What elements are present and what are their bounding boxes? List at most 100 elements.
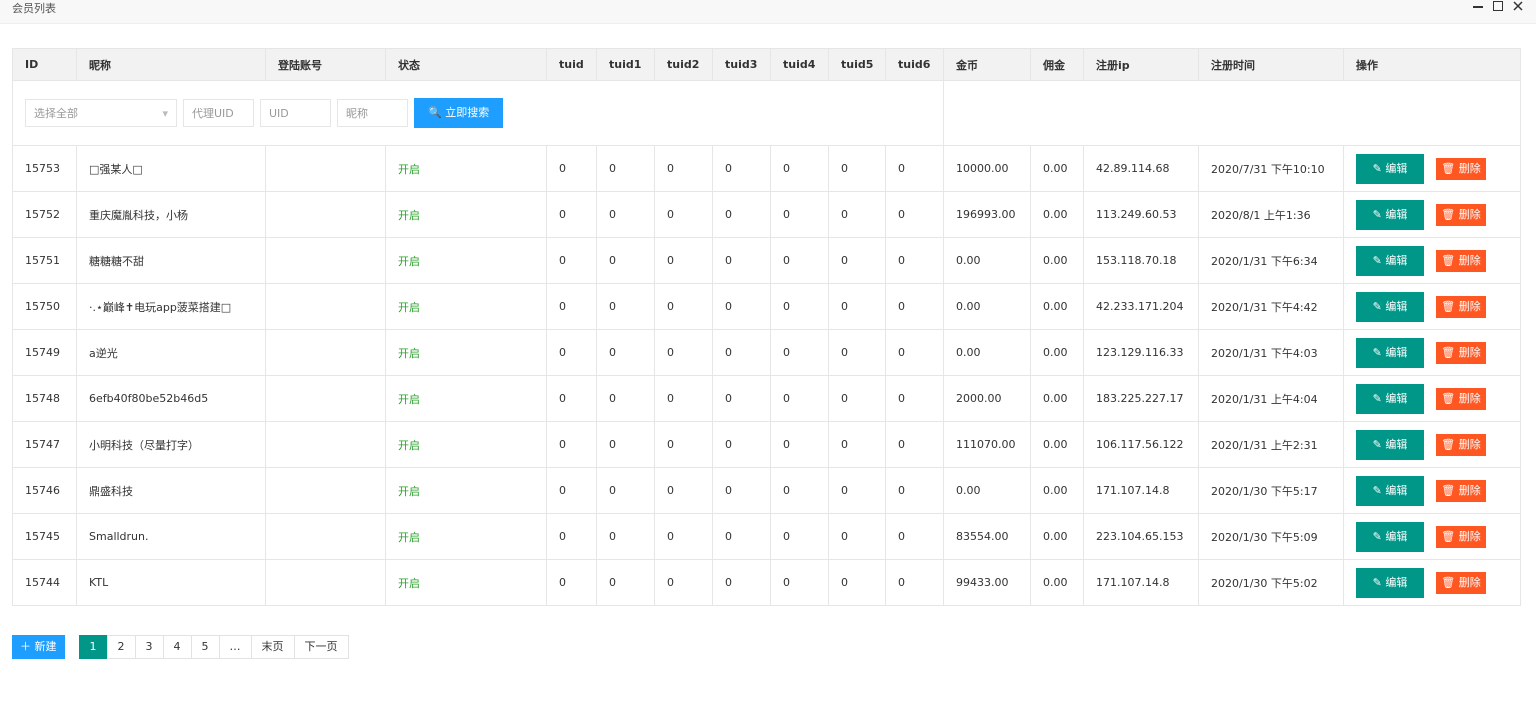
id-cell: 15746 <box>12 467 77 514</box>
page-button[interactable]: 4 <box>162 635 192 659</box>
actions-cell: ✎ 编辑 🗑 删除 <box>1343 375 1521 422</box>
id-cell: 15749 <box>12 329 77 376</box>
tuid-cell: 0 <box>770 467 829 514</box>
ip-cell: 123.129.116.33 <box>1083 329 1199 376</box>
tuid-cell: 0 <box>828 421 886 468</box>
edit-text: 编辑 <box>1385 161 1408 175</box>
search-text: 立即搜索 <box>445 106 490 119</box>
gold-cell: 10000.00 <box>943 145 1031 192</box>
tuid-cell: 0 <box>828 375 886 422</box>
data-row: 15752 重庆魔胤科技，小杨 开启 0 0 0 0 0 0 0 196993.00 0.00 113.… <box>12 191 1521 238</box>
edit-text: 编辑 <box>1385 529 1408 543</box>
tuid-cell: 0 <box>546 191 597 238</box>
nickname-input[interactable]: 昵称 <box>337 99 408 127</box>
tuid-cell: 0 <box>770 145 829 192</box>
tuid-cell: 0 <box>770 375 829 422</box>
maximize[interactable] <box>1492 0 1504 12</box>
uid-input[interactable]: UID <box>260 99 331 127</box>
delete-button[interactable]: 🗑 删除 <box>1436 295 1486 318</box>
tuid-cell: 0 <box>596 513 655 560</box>
edit-button[interactable]: ✎ 编辑 <box>1356 383 1424 414</box>
actions-cell: ✎ 编辑 🗑 删除 <box>1343 145 1521 192</box>
page-button[interactable]: 2 <box>106 635 136 659</box>
time-cell: 2020/1/30 下午5:17 <box>1198 467 1344 514</box>
gold-cell: 0.00 <box>943 467 1031 514</box>
status-cell: 开启 <box>385 283 547 330</box>
delete-button[interactable]: 🗑 删除 <box>1436 433 1486 456</box>
edit-button[interactable]: ✎ 编辑 <box>1356 199 1424 230</box>
column-header: 登陆账号 <box>265 48 386 81</box>
tuid-cell: 0 <box>885 513 944 560</box>
delete-button[interactable]: 🗑 删除 <box>1436 249 1486 272</box>
delete-button[interactable]: 🗑 删除 <box>1436 479 1486 502</box>
edit-button[interactable]: ✎ 编辑 <box>1356 567 1424 598</box>
column-header: 操作 <box>1343 48 1521 81</box>
nickname-cell: 糖糖糖不甜 <box>76 237 266 284</box>
page-button[interactable]: 末页 <box>250 635 295 659</box>
search-button[interactable]: 🔍 立即搜索 <box>414 98 504 128</box>
edit-button[interactable]: ✎ 编辑 <box>1356 337 1424 368</box>
actions-cell: ✎ 编辑 🗑 删除 <box>1343 467 1521 514</box>
edit-text: 编辑 <box>1385 437 1408 451</box>
status-cell: 开启 <box>385 237 547 284</box>
tuid-cell: 0 <box>546 329 597 376</box>
data-row: 15748 6efb40f80be52b46d5 开启 0 0 0 0 0 0 0 2000.00 0… <box>12 375 1521 422</box>
gold-cell: 83554.00 <box>943 513 1031 560</box>
tuid-cell: 0 <box>596 559 655 606</box>
status-cell: 开启 <box>385 421 547 468</box>
delete-button[interactable]: 🗑 删除 <box>1436 203 1486 226</box>
edit-button[interactable]: ✎ 编辑 <box>1356 521 1424 552</box>
delete-text: 删除 <box>1458 483 1481 497</box>
column-header: tuid5 <box>828 48 886 81</box>
minimize[interactable] <box>1472 0 1484 12</box>
delete-button[interactable]: 🗑 删除 <box>1436 341 1486 364</box>
page-button[interactable]: 1 <box>78 635 108 659</box>
tuid-cell: 0 <box>654 145 713 192</box>
close[interactable] <box>1512 0 1524 12</box>
ip-cell: 113.249.60.53 <box>1083 191 1199 238</box>
tuid-cell: 0 <box>596 375 655 422</box>
edit-button[interactable]: ✎ 编辑 <box>1356 153 1424 184</box>
page-button[interactable]: 5 <box>190 635 220 659</box>
tuid-cell: 0 <box>546 145 597 192</box>
edit-button[interactable]: ✎ 编辑 <box>1356 291 1424 322</box>
agent-uid-input[interactable]: 代理UID <box>183 99 254 127</box>
tuid-cell: 0 <box>654 513 713 560</box>
id-cell: 15750 <box>12 283 77 330</box>
tuid-cell: 0 <box>885 191 944 238</box>
tuid-cell: 0 <box>546 559 597 606</box>
page-button[interactable]: 下一页 <box>293 635 349 659</box>
column-header: 状态 <box>385 48 547 81</box>
tuid-cell: 0 <box>654 375 713 422</box>
tuid-cell: 0 <box>770 513 829 560</box>
gold-cell: 0.00 <box>943 329 1031 376</box>
column-header: tuid <box>546 48 597 81</box>
ip-cell: 183.225.227.17 <box>1083 375 1199 422</box>
account-cell <box>265 145 386 192</box>
new-button[interactable]: ＋ 新建 <box>12 635 65 659</box>
page-button[interactable]: 3 <box>134 635 164 659</box>
tuid-cell: 0 <box>654 283 713 330</box>
id-cell: 15752 <box>12 191 77 238</box>
delete-button[interactable]: 🗑 删除 <box>1436 157 1486 180</box>
tuid-cell: 0 <box>654 559 713 606</box>
edit-text: 编辑 <box>1385 207 1408 221</box>
delete-button[interactable]: 🗑 删除 <box>1436 571 1486 594</box>
delete-button[interactable]: 🗑 删除 <box>1436 387 1486 410</box>
actions-cell: ✎ 编辑 🗑 删除 <box>1343 329 1521 376</box>
nickname-cell: Smalldrun. <box>76 513 266 560</box>
edit-button[interactable]: ✎ 编辑 <box>1356 245 1424 276</box>
page-button[interactable]: … <box>218 635 252 659</box>
tuid-cell: 0 <box>654 191 713 238</box>
edit-text: 编辑 <box>1385 253 1408 267</box>
gold-cell: 99433.00 <box>943 559 1031 606</box>
time-cell: 2020/1/31 上午4:04 <box>1198 375 1344 422</box>
column-header: tuid4 <box>770 48 829 81</box>
status-select[interactable]: 选择全部 ▾ <box>25 99 177 127</box>
tuid-cell: 0 <box>828 329 886 376</box>
edit-button[interactable]: ✎ 编辑 <box>1356 475 1424 506</box>
edit-button[interactable]: ✎ 编辑 <box>1356 429 1424 460</box>
status-cell: 开启 <box>385 329 547 376</box>
delete-button[interactable]: 🗑 删除 <box>1436 525 1486 548</box>
edit-text: 编辑 <box>1385 299 1408 313</box>
